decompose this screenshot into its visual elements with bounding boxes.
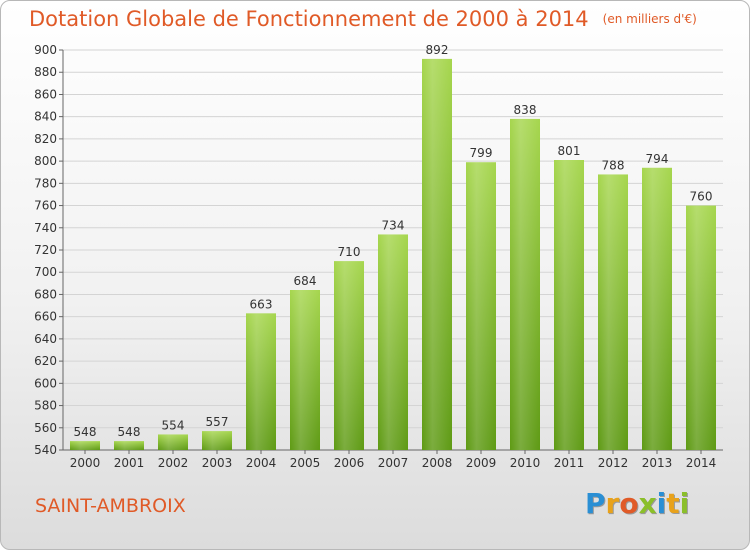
chart-title: Dotation Globale de Fonctionnement de 20…: [29, 7, 697, 31]
bar-value-label: 734: [382, 218, 405, 232]
y-tick-label: 660: [34, 310, 57, 324]
x-tick-label: 2009: [466, 456, 497, 470]
y-tick-label: 860: [34, 87, 57, 101]
y-tick-label: 640: [34, 332, 57, 346]
bar-value-label: 838: [514, 103, 537, 117]
logo-letter: r: [605, 487, 620, 520]
logo-letter: P: [585, 487, 606, 520]
place-name: SAINT-AMBROIX: [35, 495, 186, 517]
labels: 540 560 580 600 620 640 660 680 700 720 740 760 780 8…: [34, 43, 716, 470]
bar-shine: [246, 313, 276, 450]
chart-title-text: Dotation Globale de Fonctionnement de 20…: [29, 7, 589, 31]
y-tick-label: 680: [34, 287, 57, 301]
y-tick-label: 600: [34, 376, 57, 390]
y-tick-label: 580: [34, 399, 57, 413]
bar-shine: [378, 234, 408, 450]
proxiti-logo: Proxiti: [585, 487, 689, 520]
x-tick-label: 2000: [70, 456, 101, 470]
bar-shine: [554, 160, 584, 450]
bar-value-label: 801: [558, 144, 581, 158]
logo-letter: t: [666, 487, 680, 520]
bar-shine: [598, 174, 628, 450]
x-tick-label: 2002: [158, 456, 189, 470]
bar-value-label: 557: [206, 415, 229, 429]
y-tick-label: 780: [34, 176, 57, 190]
bar-shine: [642, 167, 672, 450]
bar-value-label: 710: [338, 245, 361, 259]
bar-value-label: 788: [602, 158, 625, 172]
y-tick-label: 540: [34, 443, 57, 457]
bar-shine: [466, 162, 496, 450]
x-tick-label: 2013: [642, 456, 673, 470]
x-tick-label: 2007: [378, 456, 409, 470]
x-tick-label: 2004: [246, 456, 277, 470]
x-tick-label: 2011: [554, 456, 585, 470]
bar-shine: [114, 441, 144, 450]
bar-shine: [686, 205, 716, 450]
bar-value-label: 548: [118, 425, 141, 439]
x-tick-label: 2003: [202, 456, 233, 470]
logo-letter: i: [679, 487, 690, 520]
bar-value-label: 799: [470, 146, 493, 160]
y-tick-label: 800: [34, 154, 57, 168]
bar-value-label: 684: [294, 274, 317, 288]
x-tick-label: 2010: [510, 456, 541, 470]
bar-shine: [290, 290, 320, 450]
y-tick-label: 720: [34, 243, 57, 257]
bar-value-label: 663: [250, 297, 273, 311]
x-tick-label: 2006: [334, 456, 365, 470]
x-tick-label: 2008: [422, 456, 453, 470]
x-tick-label: 2012: [598, 456, 629, 470]
y-tick-label: 620: [34, 354, 57, 368]
y-tick-label: 820: [34, 132, 57, 146]
bar-value-label: 548: [74, 425, 97, 439]
bar-shine: [422, 58, 452, 451]
bar-shine: [334, 261, 364, 450]
bar-shine: [510, 118, 540, 450]
bar-value-label: 892: [426, 43, 449, 57]
bars: [70, 58, 716, 451]
y-tick-label: 840: [34, 110, 57, 124]
y-tick-label: 880: [34, 65, 57, 79]
x-tick-label: 2005: [290, 456, 321, 470]
bar-value-label: 794: [646, 152, 669, 166]
y-tick-label: 560: [34, 421, 57, 435]
logo-letter: x: [638, 487, 657, 520]
y-tick-label: 740: [34, 221, 57, 235]
bar-value-label: 760: [690, 190, 713, 204]
bar-shine: [70, 441, 100, 450]
logo-letter: i: [656, 487, 667, 520]
logo-letter: o: [619, 487, 639, 520]
bar-value-label: 554: [162, 418, 185, 432]
y-tick-label: 760: [34, 199, 57, 213]
y-tick-label: 900: [34, 43, 57, 57]
x-tick-label: 2014: [686, 456, 717, 470]
x-tick-label: 2001: [114, 456, 145, 470]
chart-subtitle: (en milliers d'€): [602, 12, 697, 26]
y-tick-label: 700: [34, 265, 57, 279]
bar-shine: [158, 434, 188, 450]
bar-shine: [202, 431, 232, 450]
